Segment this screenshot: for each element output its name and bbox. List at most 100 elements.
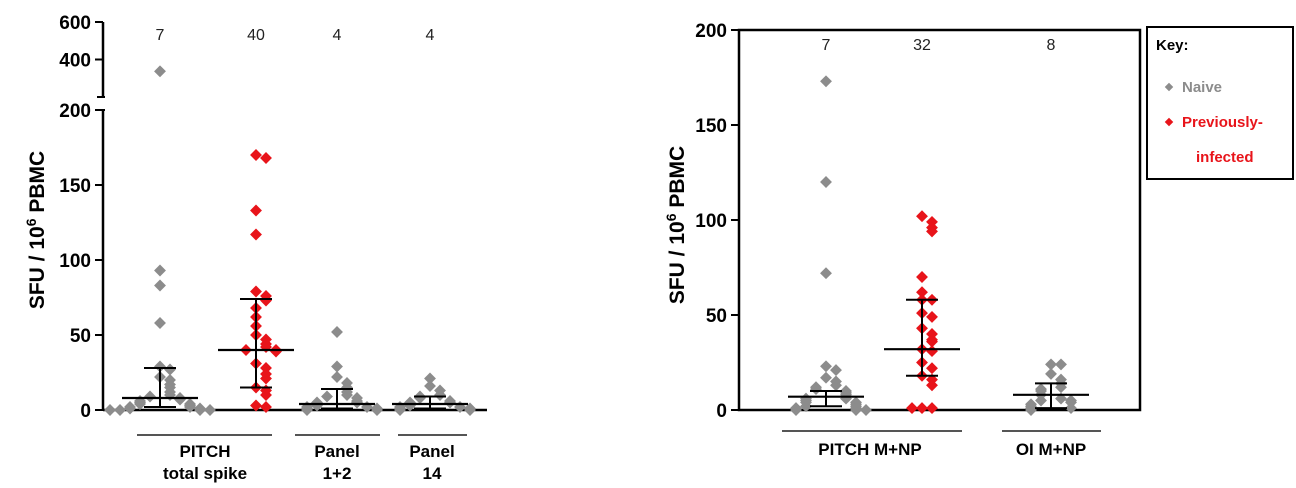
- group-count-label: 32: [913, 37, 931, 54]
- axes: [731, 28, 1142, 412]
- y-tick-label: 200: [695, 21, 727, 42]
- group-count-label: 7: [156, 27, 165, 44]
- naive-col1-point: [144, 390, 156, 403]
- group-count-label: 4: [333, 27, 342, 44]
- naive-col3-point: [331, 360, 343, 373]
- previously_infected-col2-point: [926, 335, 938, 348]
- group-label-panel12-line2: 1+2: [323, 464, 352, 483]
- median-iqr-bars: [788, 298, 1089, 410]
- legend-key: Key: Naive Previously- infected: [1146, 26, 1294, 180]
- naive-col1-point: [790, 404, 802, 416]
- naive-col4-point: [424, 380, 436, 392]
- legend-box: [1146, 26, 1294, 180]
- y-tick-label: 100: [695, 211, 727, 232]
- previously_infected-col2-point: [916, 271, 928, 283]
- previously_infected-col2-point: [260, 389, 272, 401]
- y-tick-label: 600: [59, 13, 91, 34]
- data-points: [104, 65, 476, 416]
- plot-frame: [737, 28, 1142, 412]
- group-count-label: 40: [247, 27, 265, 44]
- x-group-labels: PITCH M+NP OI M+NP: [782, 430, 1101, 459]
- legend-title: Key:: [1156, 37, 1189, 54]
- legend-label-naive: Naive: [1182, 79, 1222, 96]
- previously_infected-col2-point: [260, 372, 272, 385]
- y-tick-label: 50: [70, 326, 91, 347]
- previously_infected-col2-point: [916, 402, 928, 415]
- naive-col3-point: [1055, 358, 1067, 371]
- chart-m-np: SFU / 106 PBMC 0 50 100 150 200 7 32 8 PITCH M…: [663, 21, 1294, 459]
- group-count-label: 8: [1047, 37, 1056, 54]
- previously_infected-col2-point: [916, 210, 928, 223]
- y-tick-label: 150: [695, 116, 727, 137]
- group-count-label: 4: [426, 27, 435, 44]
- naive-col1-point: [154, 279, 166, 292]
- naive-col4-point: [464, 404, 476, 416]
- group-label-pitch-line2: total spike: [163, 464, 247, 483]
- naive-col4-point: [404, 399, 416, 412]
- naive-col1-point: [204, 404, 216, 416]
- group-count-labels: 7 40 4 4: [156, 27, 435, 44]
- group-count-label: 7: [822, 37, 831, 54]
- y-tick-label: 150: [59, 176, 91, 197]
- y-tick-label: 0: [716, 401, 727, 422]
- naive-col1-point: [860, 404, 872, 416]
- previously_infected-col2-point: [260, 362, 272, 374]
- y-tick-labels: 0 50 100 150 200: [695, 21, 727, 422]
- naive-col1-point: [154, 317, 166, 329]
- group-label-pitch-mnp: PITCH M+NP: [818, 440, 921, 459]
- naive-col1-point: [154, 264, 166, 277]
- naive-col1-point: [114, 404, 126, 416]
- previously_infected-col2-point: [260, 401, 272, 413]
- legend-label-previously-infected-line2: infected: [1196, 149, 1254, 166]
- group-label-panel12-line1: Panel: [314, 442, 359, 461]
- naive-col1-point: [154, 65, 166, 78]
- y-axis-label: SFU / 106 PBMC: [663, 146, 689, 304]
- previously_infected-col2-point: [926, 310, 938, 323]
- previously_infected-col2-point: [250, 204, 262, 217]
- naive-col3-point: [371, 404, 383, 416]
- naive-col3-point: [1045, 367, 1057, 380]
- naive-col1-point: [174, 393, 186, 406]
- median-iqr-bars: [122, 298, 468, 410]
- previously_infected-col2-point: [916, 286, 928, 299]
- y-tick-label: 400: [59, 51, 91, 72]
- naive-col4-point: [444, 396, 456, 409]
- group-label-panel14-line2: 14: [423, 464, 442, 483]
- naive-col3-point: [331, 371, 343, 383]
- legend-label-previously-infected: Previously-: [1182, 114, 1263, 131]
- naive-col1-point: [810, 383, 822, 396]
- naive-col1-point: [820, 360, 832, 373]
- previously_infected-col2-point: [260, 294, 272, 307]
- naive-col1-point: [830, 364, 842, 377]
- naive-col3-point: [331, 326, 343, 338]
- previously_infected-col2-point: [250, 228, 262, 241]
- naive-col1-point: [124, 402, 136, 415]
- previously_infected-col2-point: [906, 402, 918, 415]
- previously_infected-col2-point: [250, 399, 262, 412]
- group-label-panel14-line1: Panel: [409, 442, 454, 461]
- naive-col3-point: [341, 389, 353, 401]
- y-tick-label: 50: [706, 306, 727, 327]
- previously_infected-col2-point: [250, 149, 262, 161]
- group-label-oi-mnp: OI M+NP: [1016, 440, 1086, 459]
- y-tick-label: 100: [59, 251, 91, 272]
- naive-col1-point: [820, 371, 832, 384]
- naive-col3-point: [311, 399, 323, 412]
- naive-col1-point: [164, 363, 176, 376]
- previously_infected-col2-point: [270, 345, 282, 358]
- naive-col1-point: [800, 400, 812, 413]
- naive-col1-point: [820, 176, 832, 188]
- naive-col4-point: [414, 392, 426, 404]
- naive-col1-point: [820, 267, 832, 280]
- x-group-labels: PITCH total spike Panel 1+2 Panel 14: [137, 434, 467, 483]
- naive-col3-point: [351, 396, 363, 409]
- y-axis-label: SFU / 106 PBMC: [23, 151, 49, 309]
- naive-col4-point: [434, 389, 446, 401]
- previously_infected-col2-point: [260, 152, 272, 164]
- y-tick-label: 0: [80, 401, 91, 422]
- data-points: [790, 75, 1077, 416]
- axes: [95, 21, 487, 412]
- naive-col4-point: [394, 404, 406, 416]
- group-label-pitch-line1: PITCH: [180, 442, 231, 461]
